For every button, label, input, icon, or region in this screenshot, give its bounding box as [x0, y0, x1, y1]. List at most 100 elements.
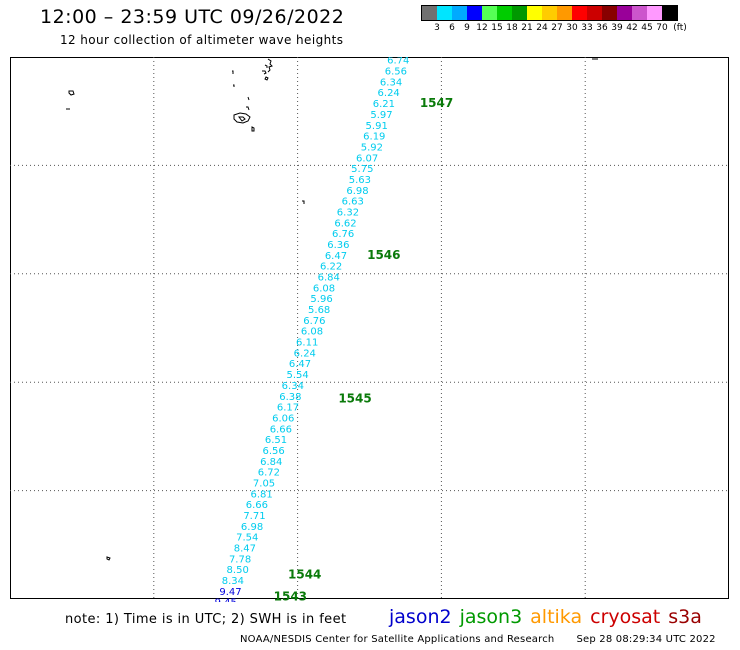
- wave-height-value: 6.63: [342, 197, 364, 208]
- wave-height-value: 6.07: [356, 153, 378, 164]
- legend-swatch: [527, 6, 542, 20]
- legend-swatch: [542, 6, 557, 20]
- legend-swatch: [557, 6, 572, 20]
- satellite-name-altika: altika: [530, 606, 583, 628]
- wave-height-value: 5.92: [361, 142, 383, 153]
- wave-height-value: 6.38: [279, 392, 301, 403]
- island-outline: [106, 556, 111, 561]
- wave-height-value: 5.97: [370, 110, 392, 121]
- legend-swatch: [617, 6, 632, 20]
- wave-height-value: 6.06: [272, 413, 294, 424]
- satellite-name-s3a: s3a: [668, 606, 702, 628]
- pass-number-label: 1547: [420, 96, 453, 110]
- wave-height-value: 6.81: [251, 489, 273, 500]
- legend-swatch: [467, 6, 482, 20]
- wave-height-value: 6.98: [241, 522, 263, 533]
- wave-height-value: 6.76: [303, 316, 325, 327]
- wave-height-value: 6.34: [282, 381, 304, 392]
- legend-swatch: [602, 6, 617, 20]
- wave-height-value: 6.21: [373, 99, 395, 110]
- wave-height-value: 6.22: [320, 262, 342, 273]
- wave-height-value: 6.34: [380, 77, 402, 88]
- legend-tick-label: 39: [611, 23, 623, 33]
- wave-height-value: 6.66: [246, 500, 268, 511]
- wave-height-value: 6.72: [258, 468, 280, 479]
- wave-height-value: 5.63: [349, 175, 371, 186]
- pass-number-label: 1543: [274, 589, 307, 602]
- legend-swatch: [422, 6, 437, 20]
- legend-swatch: [587, 6, 602, 20]
- legend-tick-label: 21: [521, 23, 533, 33]
- credit-text: NOAA/NESDIS Center for Satellite Applica…: [240, 634, 555, 645]
- credit-line: NOAA/NESDIS Center for Satellite Applica…: [240, 634, 716, 645]
- wave-height-value: 5.75: [351, 164, 373, 175]
- satellite-name-jason3: jason3: [459, 606, 523, 628]
- map-frame: [10, 57, 729, 599]
- wave-height-value: 6.17: [277, 403, 299, 414]
- color-scale-legend: 3 6 9 12 15 18 21 24 27 30 33 36 39 42 45 70 (ft): [421, 5, 687, 33]
- legend-tick-label: 9: [464, 23, 470, 33]
- pass-number-label: 1544: [288, 568, 321, 582]
- pass-number-label: 1546: [367, 248, 400, 262]
- pass-number-label: 1545: [338, 391, 371, 405]
- wave-height-value: 7.71: [243, 511, 265, 522]
- altimeter-track: 6.746.566.346.246.215.975.916.195.926.07…: [215, 57, 410, 602]
- legend-swatch: [647, 6, 662, 20]
- wave-height-value: 6.47: [325, 251, 347, 262]
- legend-tick-label: 42: [626, 23, 638, 33]
- legend-tick-label: 30: [566, 23, 578, 33]
- legend-swatch: [512, 6, 527, 20]
- satellite-name-jason2: jason2: [389, 606, 452, 628]
- island-outlines: [66, 58, 598, 561]
- legend-swatch: [482, 6, 497, 20]
- island-outline: [66, 90, 75, 110]
- wave-height-value: 6.84: [260, 457, 282, 468]
- wave-height-value: 6.56: [263, 446, 285, 457]
- legend-tick-label: 45: [641, 23, 653, 33]
- wave-height-value: 6.32: [337, 207, 359, 218]
- wave-height-value: 9.47: [219, 587, 241, 598]
- wave-height-value: 6.51: [265, 435, 287, 446]
- legend-swatch: [662, 6, 677, 20]
- legend-swatch: [437, 6, 452, 20]
- wave-height-value: 6.56: [385, 67, 407, 78]
- wave-height-value: 6.08: [301, 327, 323, 338]
- island-outline: [262, 58, 273, 81]
- satellite-key: jason2 jason3 altika cryosat s3a: [389, 606, 710, 628]
- map-title: 12:00 – 23:59 UTC 09/26/2022: [40, 6, 345, 28]
- pass-labels: 1547 1546 1545 1544 1543: [274, 96, 454, 602]
- wave-height-value: 6.66: [270, 424, 292, 435]
- legend-swatch: [452, 6, 467, 20]
- wave-height-value: 6.24: [378, 88, 400, 99]
- wave-height-value: 6.84: [318, 273, 340, 284]
- legend-tick-label: 33: [581, 23, 593, 33]
- wave-height-value: 9.45: [215, 598, 237, 602]
- legend-swatches: [421, 5, 678, 21]
- wave-height-value: 6.62: [334, 218, 356, 229]
- wave-height-value: 8.34: [222, 576, 244, 587]
- legend-tick-label: 12: [476, 23, 488, 33]
- legend-tick-label: 15: [491, 23, 503, 33]
- wave-height-value: 6.24: [294, 348, 316, 359]
- legend-swatch: [572, 6, 587, 20]
- wave-height-value: 5.54: [286, 370, 308, 381]
- legend-swatch: [632, 6, 647, 20]
- wave-height-value: 6.11: [296, 338, 318, 349]
- satellite-name-cryosat: cryosat: [590, 606, 661, 628]
- map-grid: -20-22-24-26-28-30-180-177-174-171-168-1…: [10, 57, 729, 599]
- wave-height-value: 7.05: [253, 478, 275, 489]
- legend-tick-label: 6: [449, 23, 455, 33]
- legend-tick-label: 24: [536, 23, 548, 33]
- wave-height-value: 7.54: [236, 533, 258, 544]
- wave-height-value: 6.98: [346, 186, 368, 197]
- legend-tick-labels: 3 6 9 12 15 18 21 24 27 30 33 36 39 42 45 70 (ft): [421, 21, 687, 33]
- legend-tick-label: 70: [656, 23, 668, 33]
- wave-height-value: 6.08: [313, 283, 335, 294]
- wave-height-value: 5.96: [310, 294, 332, 305]
- legend-swatch: [497, 6, 512, 20]
- island-outline: [302, 58, 598, 204]
- wave-height-value: 7.78: [229, 554, 251, 565]
- wave-height-value: 5.91: [366, 121, 388, 132]
- wave-height-value: 6.76: [332, 229, 354, 240]
